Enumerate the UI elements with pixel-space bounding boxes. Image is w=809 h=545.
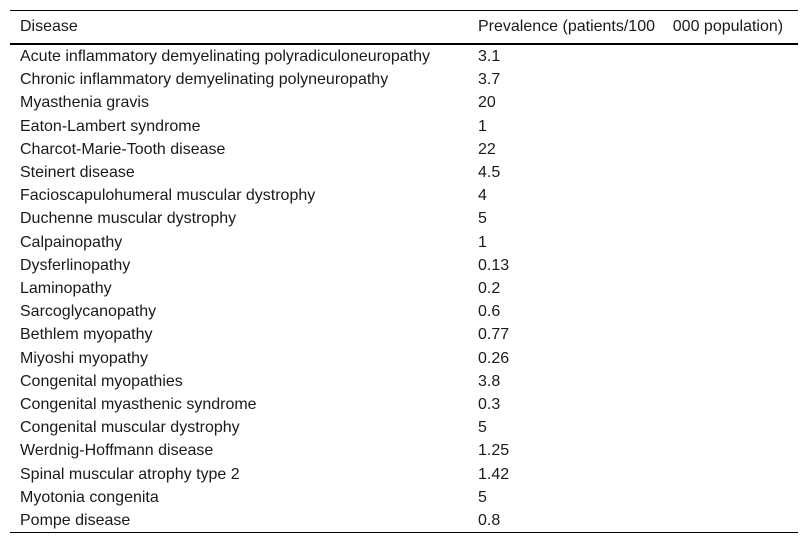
table-row: Calpainopathy 1: [10, 231, 798, 254]
table-row: Myasthenia gravis 20: [10, 91, 798, 114]
prevalence-value-cell: 0.8: [478, 512, 501, 530]
disease-name-cell: Bethlem myopathy: [20, 326, 153, 344]
table-row: Acute inflammatory demyelinating polyrad…: [10, 44, 798, 68]
table-row: Congenital muscular dystrophy 5: [10, 416, 798, 439]
disease-name-cell: Congenital myopathies: [20, 372, 183, 390]
prevalence-value-cell: 1.25: [478, 442, 510, 460]
disease-name-cell: Acute inflammatory demyelinating polyrad…: [20, 48, 430, 65]
table-row: Laminopathy 0.2: [10, 277, 798, 300]
prevalence-value-cell: 0.77: [478, 326, 510, 344]
prevalence-value-cell: 22: [478, 140, 496, 158]
table-row: Bethlem myopathy 0.77: [10, 323, 798, 346]
prevalence-value-cell: 4.5: [478, 164, 501, 182]
disease-name-cell: Dysferlinopathy: [20, 256, 131, 274]
table-row: Eaton-Lambert syndrome 1: [10, 115, 798, 138]
prevalence-value-cell: 0.6: [478, 303, 501, 321]
prevalence-value-cell: 5: [478, 210, 487, 228]
disease-prevalence-table: Disease Prevalence (patients/100 000 pop…: [10, 10, 798, 534]
table-row: Spinal muscular atrophy type 2 1.42: [10, 463, 798, 486]
table-row: Facioscapulohumeral muscular dystrophy 4: [10, 184, 798, 207]
prevalence-value-cell: 3.7: [478, 71, 501, 89]
prevalence-value-cell: 3.1: [478, 48, 501, 65]
table-header-row: Disease Prevalence (patients/100 000 pop…: [10, 10, 798, 45]
table-row: Myotonia congenita 5: [10, 486, 798, 509]
disease-name-cell: Myasthenia gravis: [20, 94, 149, 112]
prevalence-value-cell: 1: [478, 117, 487, 135]
table-row: Duchenne muscular dystrophy 5: [10, 207, 798, 230]
table-row: Chronic inflammatory demyelinating polyn…: [10, 68, 798, 91]
prevalence-value-cell: 0.2: [478, 280, 501, 298]
prevalence-value-cell: 3.8: [478, 372, 501, 390]
disease-name-cell: Sarcoglycanopathy: [20, 303, 157, 321]
disease-name-cell: Werdnig-Hoffmann disease: [20, 442, 214, 460]
prevalence-value-cell: 5: [478, 488, 487, 506]
disease-name-cell: Facioscapulohumeral muscular dystrophy: [20, 187, 316, 205]
table-row: Charcot-Marie-Tooth disease 22: [10, 138, 798, 161]
disease-name-cell: Chronic inflammatory demyelinating polyn…: [20, 71, 389, 89]
prevalence-value-cell: 20: [478, 94, 496, 112]
prevalence-value-cell: 0.26: [478, 349, 510, 367]
prevalence-value-cell: 5: [478, 419, 487, 437]
disease-name-cell: Congenital myasthenic syndrome: [20, 396, 257, 414]
disease-name-cell: Steinert disease: [20, 164, 135, 182]
table-row: Pompe disease 0.8: [10, 509, 798, 533]
disease-name-cell: Spinal muscular atrophy type 2: [20, 465, 240, 483]
disease-name-cell: Duchenne muscular dystrophy: [20, 210, 237, 228]
prevalence-value-cell: 4: [478, 187, 487, 205]
disease-name-cell: Calpainopathy: [20, 233, 123, 251]
disease-name-cell: Pompe disease: [20, 512, 131, 530]
column-header-prevalence: Prevalence (patients/100 000 population): [478, 10, 798, 45]
table-row: Sarcoglycanopathy 0.6: [10, 300, 798, 323]
prevalence-value-cell: 1: [478, 233, 487, 251]
table-row: Steinert disease 4.5: [10, 161, 798, 184]
table-body: Acute inflammatory demyelinating polyrad…: [10, 44, 798, 533]
prevalence-value-cell: 1.42: [478, 465, 510, 483]
table-row: Dysferlinopathy 0.13: [10, 254, 798, 277]
table-row: Miyoshi myopathy 0.26: [10, 347, 798, 370]
table-row: Werdnig-Hoffmann disease 1.25: [10, 439, 798, 462]
disease-name-cell: Laminopathy: [20, 280, 112, 298]
prevalence-value-cell: 0.13: [478, 256, 510, 274]
disease-name-cell: Miyoshi myopathy: [20, 349, 149, 367]
disease-name-cell: Eaton-Lambert syndrome: [20, 117, 201, 135]
column-header-disease: Disease: [10, 10, 478, 45]
disease-name-cell: Congenital muscular dystrophy: [20, 419, 240, 437]
disease-name-cell: Charcot-Marie-Tooth disease: [20, 140, 226, 158]
disease-name-cell: Myotonia congenita: [20, 488, 159, 506]
table-row: Congenital myopathies 3.8: [10, 370, 798, 393]
table-row: Congenital myasthenic syndrome 0.3: [10, 393, 798, 416]
prevalence-value-cell: 0.3: [478, 396, 501, 414]
